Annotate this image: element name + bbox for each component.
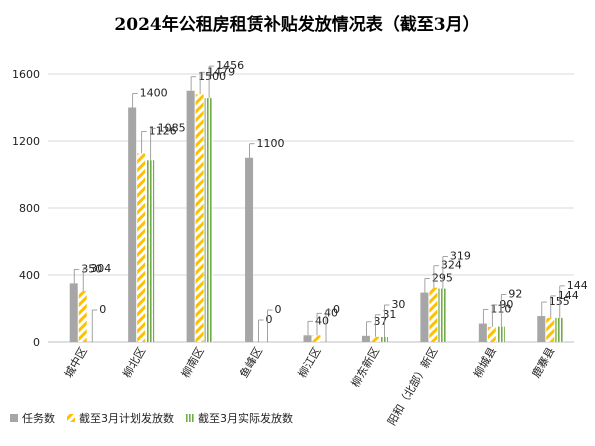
legend-label: 截至3月计划发放数 [79,411,174,425]
data-label: 144 [558,289,579,302]
legend-label: 截至3月实际发放数 [198,411,293,425]
bar [546,317,555,342]
bar [186,90,195,342]
y-tick-label: 0 [33,336,40,349]
data-label: 304 [90,262,111,275]
data-label: 40 [324,306,338,319]
x-tick-label: 鱼峰区 [237,345,266,381]
data-labels: 3503040140011261085150014791456110000404… [73,59,588,342]
legend-swatch [10,414,18,422]
data-label: 1479 [207,65,235,78]
bar [478,323,487,342]
bar [312,335,321,342]
bar [245,157,254,342]
data-label: 1085 [158,121,186,134]
y-tick-label: 800 [19,202,40,215]
bar [195,94,204,342]
bar [420,292,429,342]
bar [555,317,564,342]
data-label: 92 [508,288,522,301]
data-label: 31 [382,308,396,321]
bar [429,287,438,342]
bar [146,160,155,342]
data-label: 0 [266,313,273,326]
y-tick-label: 400 [19,269,40,282]
bar [361,335,370,342]
bar [379,336,388,342]
data-label: 40 [315,314,329,327]
bars [69,90,564,343]
bar [204,98,213,343]
data-label: 1400 [140,87,168,100]
data-label: 1126 [149,124,177,137]
data-label: 155 [549,295,570,308]
legend: 任务数 截至3月计划发放数 截至3月实际发放数 [10,411,293,425]
chart-title: 2024年公租房租赁补贴发放情况表（截至3月） [114,14,479,35]
bar [303,335,312,342]
data-label: 110 [490,303,511,316]
bar [370,336,379,342]
data-label: 90 [499,298,513,311]
x-tick-label: 阳和（北部）新区 [384,345,440,428]
bar [69,283,78,342]
bar [78,291,87,342]
legend-swatch [67,414,75,422]
data-label: 1500 [198,70,226,83]
y-tick-label: 1600 [12,68,40,81]
data-label: 1456 [216,59,244,72]
bar [128,107,137,342]
data-label: 0 [99,303,106,316]
bar [496,326,505,342]
bar [537,316,546,342]
legend-label: 任务数 [22,412,55,425]
data-label: 0 [333,303,340,316]
y-tick-label: 1200 [12,135,40,148]
bar [137,153,146,342]
data-label: 144 [567,279,588,292]
x-tick-label: 柳东新区 [348,345,382,390]
data-label: 30 [391,298,405,311]
data-label: 350 [81,262,102,275]
x-tick-label: 柳城县 [470,345,499,381]
data-label: 324 [441,259,462,272]
x-tick-label: 城中区 [62,345,90,380]
data-label: 37 [373,315,387,328]
x-tick-label: 鹿寨县 [529,345,558,381]
data-label: 295 [432,272,453,285]
x-tick-label: 柳江区 [295,345,324,381]
data-label: 1100 [257,137,285,150]
bar [487,326,496,342]
bar [438,288,447,342]
data-label: 319 [450,250,471,263]
x-tick-label: 柳南区 [178,345,207,381]
legend-swatch [186,414,194,422]
data-label: 0 [275,303,282,316]
y-axis: 0 400 800 1200 1600 [12,68,40,349]
x-tick-label: 柳北区 [120,345,149,381]
